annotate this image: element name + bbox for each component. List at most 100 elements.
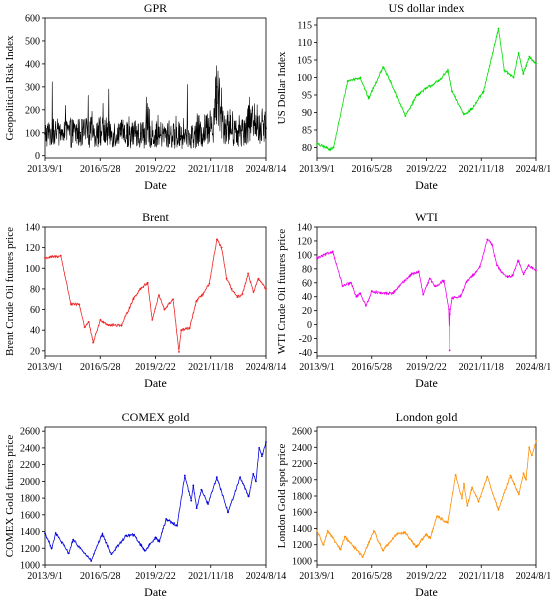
chart-5-point-14 xyxy=(176,524,179,527)
chart-3-point-16 xyxy=(172,298,174,301)
chart-1-ytick-label-4: 400 xyxy=(25,59,40,70)
chart-3-brent: Brent 20 40 60 80 100 120 140 2013/9/1 2016/5/28 2… xyxy=(4,210,286,390)
chart-2-point-2 xyxy=(332,146,335,149)
chart-3-point-7 xyxy=(99,318,102,321)
chart-5-frame xyxy=(44,426,267,566)
chart-3-point-10 xyxy=(132,298,135,301)
chart-2-point-6 xyxy=(382,66,384,68)
chart-6-point-19 xyxy=(471,486,473,489)
chart-6-point-20 xyxy=(477,500,480,503)
chart-3-point-29 xyxy=(247,272,250,275)
chart-4-point-21 xyxy=(459,295,462,298)
chart-4-point-18 xyxy=(448,349,451,352)
chart-3-point-0 xyxy=(44,257,46,259)
chart-3-point-21 xyxy=(202,293,204,295)
chart-1-xlabel: Date xyxy=(144,178,167,192)
chart-1-point-9 xyxy=(213,115,216,118)
chart-4-point-0 xyxy=(316,257,318,260)
chart-5-point-10 xyxy=(144,549,146,552)
chart-3-ytick-label-6: 140 xyxy=(25,223,40,234)
chart-1-xtick-label-0: 2013/9/1 xyxy=(27,164,63,175)
chart-2-point-3 xyxy=(346,80,349,82)
chart-2-ytick-label-6: 110 xyxy=(297,38,312,49)
chart-2-point-0 xyxy=(316,143,318,145)
chart-5-point-23 xyxy=(239,476,242,479)
chart-6-point-9 xyxy=(404,531,406,534)
chart-3-point-12 xyxy=(146,281,149,284)
chart-3-point-1 xyxy=(59,255,62,257)
chart-6-xtick-label-0: 2013/9/1 xyxy=(299,571,335,582)
chart-5-point-17 xyxy=(192,484,195,487)
chart-1-ytick-label-0: 0 xyxy=(35,151,40,162)
chart-2-point-1 xyxy=(329,148,332,151)
chart-2-point-22 xyxy=(528,55,531,58)
chart-5-point-13 xyxy=(165,518,168,520)
chart-6-xtick-label-4: 2024/8/14 xyxy=(516,571,550,582)
chart-5-ytick-label-0: 1000 xyxy=(20,561,40,572)
chart-5-point-7 xyxy=(110,553,113,556)
chart-4-point-19 xyxy=(448,313,451,316)
chart-2-xlabel: Date xyxy=(415,178,438,192)
chart-5-point-8 xyxy=(125,534,128,537)
chart-3-point-28 xyxy=(241,293,244,295)
chart-4-title: WTI xyxy=(415,210,438,224)
chart-6-ytick-label-8: 2600 xyxy=(292,427,312,438)
chart-2-xtick-label-1: 2016/5/28 xyxy=(351,164,392,175)
chart-2-point-14 xyxy=(462,113,465,116)
chart-2-ytick-label-0: 80 xyxy=(302,143,312,154)
chart-4-point-9 xyxy=(392,292,394,295)
chart-6-point-29 xyxy=(535,439,537,442)
chart-5-point-16 xyxy=(190,499,193,502)
chart-4-point-33 xyxy=(527,264,530,267)
chart-4-xtick-label-1: 2016/5/28 xyxy=(351,362,392,373)
chart-4-point-11 xyxy=(410,273,413,276)
chart-4-wti: WTI -40 -20 0 20 40 60 80 100 120 140 2013/9/1 2016/… xyxy=(276,210,550,390)
chart-6-point-2 xyxy=(326,530,329,532)
chart-1-ylabel: Geopolitical Risk Index xyxy=(4,35,16,141)
chart-2-xtick-label-3: 2021/11/18 xyxy=(459,164,504,175)
chart-6-point-22 xyxy=(497,508,500,511)
chart-6-point-15 xyxy=(454,473,457,476)
chart-6-point-21 xyxy=(486,475,489,478)
chart-6-point-0 xyxy=(316,530,318,532)
chart-4-point-2 xyxy=(341,285,344,288)
chart-6-point-5 xyxy=(361,555,364,558)
chart-2-point-10 xyxy=(425,87,428,89)
chart-1-gpr: GPR 0 100 200 300 400 500 600 2013/9/1 2016/5/28 2… xyxy=(4,1,286,192)
chart-2-point-12 xyxy=(447,69,449,72)
chart-1-point-11 xyxy=(223,124,226,127)
chart-2-point-11 xyxy=(437,80,440,82)
chart-1-point-10 xyxy=(215,85,218,88)
chart-2-point-23 xyxy=(535,62,537,65)
chart-6-ytick-label-3: 1600 xyxy=(292,508,312,519)
chart-2-point-13 xyxy=(451,90,453,93)
chart-3-point-23 xyxy=(215,238,218,241)
chart-5-point-6 xyxy=(101,533,104,535)
chart-5-point-18 xyxy=(195,507,198,510)
chart-2-point-17 xyxy=(497,27,500,30)
chart-6-point-14 xyxy=(447,521,449,524)
chart-6-point-7 xyxy=(381,549,384,552)
chart-4-point-32 xyxy=(522,273,525,276)
chart-3-xtick-label-2: 2019/2/22 xyxy=(135,362,176,373)
chart-6-series-trend xyxy=(316,440,537,558)
chart-2-point-8 xyxy=(404,115,407,117)
chart-5-ytick-label-2: 1400 xyxy=(20,527,40,538)
chart-6-point-28 xyxy=(531,454,533,457)
chart-6-point-13 xyxy=(436,515,439,518)
chart-5-point-21 xyxy=(215,476,218,479)
chart-4-point-3 xyxy=(350,281,352,284)
chart-4-point-1 xyxy=(331,250,334,253)
chart-6-ytick-label-6: 2200 xyxy=(292,459,312,470)
chart-3-point-6 xyxy=(92,341,95,344)
chart-5-point-4 xyxy=(72,539,74,541)
chart-2-point-9 xyxy=(416,94,418,96)
chart-6-xtick-label-2: 2019/2/22 xyxy=(406,571,447,582)
chart-5-xtick-label-3: 2021/11/18 xyxy=(188,571,233,582)
chart-5-ytick-label-1: 1200 xyxy=(20,544,40,555)
chart-5-point-2 xyxy=(54,532,57,535)
chart-3-point-32 xyxy=(265,288,267,290)
chart-6-series-line xyxy=(316,440,537,559)
chart-2-ytick-label-1: 85 xyxy=(302,126,312,137)
chart-3-point-13 xyxy=(151,318,154,321)
